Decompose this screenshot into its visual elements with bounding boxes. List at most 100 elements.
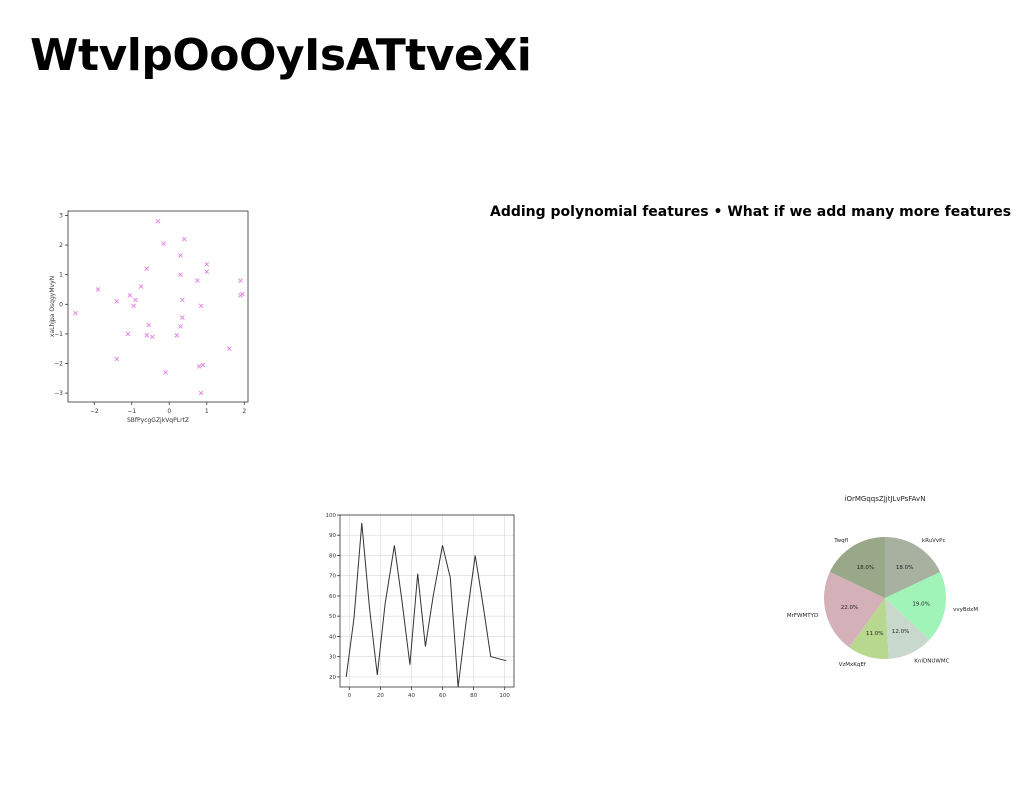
scatter-point-stroke <box>133 297 138 303</box>
scatter-point-stroke <box>238 278 243 283</box>
scatter-point-stroke <box>240 291 245 297</box>
pie-slice-label: KnIDNUWMC <box>914 658 949 664</box>
scatter-point <box>114 356 120 362</box>
scatter-point-stroke <box>204 261 210 267</box>
y-tick-label: −2 <box>54 361 63 368</box>
scatter-point <box>150 334 155 340</box>
scatter-point-stroke <box>180 315 185 320</box>
scatter-point <box>180 315 185 320</box>
scatter-point <box>181 236 187 242</box>
pie-title: iOrMGqqsZJjtJLvPsFAvN <box>845 495 926 503</box>
y-tick-label: 80 <box>329 553 336 559</box>
y-tick-label: −3 <box>54 390 63 397</box>
scatter-point <box>161 241 166 246</box>
pie-slice <box>885 537 941 598</box>
x-tick-label: 0 <box>167 408 171 415</box>
scatter-point-stroke <box>196 364 202 369</box>
scatter-point-stroke <box>204 269 210 275</box>
y-tick-label: 20 <box>329 675 336 681</box>
scatter-point-stroke <box>178 272 183 277</box>
pie-slice-label: Twqfl <box>833 538 848 544</box>
plot-frame <box>67 210 249 403</box>
scatter-point-stroke <box>180 297 185 303</box>
y-axis-label: xaLhjpa OsqgyMvyN <box>49 276 56 337</box>
y-tick-label: 3 <box>59 212 63 219</box>
scatter-point <box>144 333 150 338</box>
scatter-point <box>125 331 131 337</box>
x-tick-label: −2 <box>90 408 99 415</box>
x-tick-label: 40 <box>408 693 415 699</box>
pie-slice-value-label: 18.0% <box>896 565 913 571</box>
line-chart: 0 20 40 60 80 100 20 30 40 50 60 70 80 90 100 <box>326 513 515 699</box>
y-tick-label: 50 <box>329 614 336 620</box>
scatter-point <box>138 284 144 289</box>
scatter-point <box>131 303 136 309</box>
scatter-point <box>196 364 202 369</box>
scatter-point <box>144 266 150 272</box>
scatter-point-stroke <box>181 236 187 242</box>
pie-slice-value-label: 22.0% <box>841 605 858 611</box>
x-tick-label: 60 <box>439 693 446 699</box>
y-tick-label: 90 <box>329 533 336 539</box>
x-axis-label: SBfPycgGZjkVqPLrtZ <box>127 417 189 424</box>
scatter-point-stroke <box>161 241 166 246</box>
scatter-point-stroke <box>125 331 131 337</box>
scatter-point <box>114 298 120 304</box>
scatter-point-stroke <box>195 278 200 283</box>
pie-slice <box>885 572 946 640</box>
scatter-point-stroke <box>144 266 150 272</box>
scatter-point <box>204 269 210 275</box>
scatter-point-stroke <box>131 303 136 309</box>
scatter-point-stroke <box>163 370 168 375</box>
scatter-point-stroke <box>155 219 161 224</box>
scatter-point-stroke <box>198 390 204 396</box>
scatter-point-stroke <box>146 322 151 328</box>
scatter-point-stroke <box>95 287 101 292</box>
pie-slice-value-label: 11.0% <box>866 631 883 637</box>
scatter-point-stroke <box>226 346 232 352</box>
x-tick-label: 2 <box>242 408 246 415</box>
pie-slice-label: MrFWMTYD <box>787 613 818 619</box>
scatter-point <box>200 362 206 368</box>
scatter-point <box>240 291 245 297</box>
scatter-point <box>178 324 183 329</box>
x-tick-label: 100 <box>499 693 510 699</box>
pie-slice-label: vvyBdxM <box>953 607 978 613</box>
scatter-point <box>238 278 243 283</box>
y-tick-label: 70 <box>329 574 336 580</box>
series-line <box>345 523 507 688</box>
scatter-point <box>127 293 133 298</box>
pie-slice-value-label: 12.0% <box>892 629 909 635</box>
x-tick-label: 1 <box>205 408 209 415</box>
scatter-point-stroke <box>178 324 183 329</box>
scatter-point-stroke <box>127 293 133 298</box>
scatter-point <box>73 310 78 316</box>
y-tick-label: 60 <box>329 594 336 600</box>
y-tick-label: 100 <box>326 513 337 519</box>
scatter-point <box>198 303 204 309</box>
x-tick-label: 80 <box>470 693 477 699</box>
y-tick-label: 1 <box>59 272 63 279</box>
page-subtitle: Adding polynomial features • What if we … <box>490 204 1012 220</box>
scatter-point-stroke <box>114 356 120 362</box>
scatter-point-stroke <box>200 362 206 368</box>
pie-slice <box>885 598 930 659</box>
scatter-point <box>198 390 204 396</box>
y-tick-label: 40 <box>329 634 336 640</box>
scatter-point <box>163 370 168 375</box>
scatter-point-stroke <box>198 303 204 309</box>
scatter-point-stroke <box>73 310 78 316</box>
scatter-point-stroke <box>114 298 120 304</box>
scatter-point-stroke <box>178 253 183 258</box>
x-tick-label: 20 <box>377 693 384 699</box>
y-tick-label: 30 <box>329 655 336 661</box>
scatter-point <box>133 297 138 303</box>
scatter-chart: −2 −1 0 1 2 −3 −2 −1 0 1 2 3 SBfPycgGZjkVqPLrtZ xaLhj… <box>49 210 249 424</box>
scatter-point <box>155 219 161 224</box>
scatter-point <box>226 346 232 352</box>
scatter-point-stroke <box>138 284 144 289</box>
pie-slice <box>849 598 889 660</box>
y-tick-label: 2 <box>59 242 63 249</box>
pie-slice <box>829 537 885 598</box>
pie-slice <box>824 572 885 648</box>
